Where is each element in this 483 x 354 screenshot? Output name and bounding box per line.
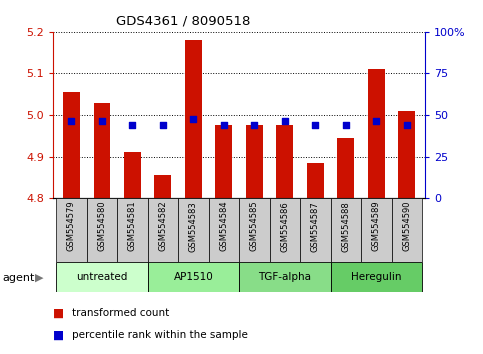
- Point: [68, 119, 75, 124]
- Text: GSM554580: GSM554580: [98, 201, 106, 251]
- Text: GSM554589: GSM554589: [372, 201, 381, 251]
- Text: GSM554584: GSM554584: [219, 201, 228, 251]
- Text: agent: agent: [2, 273, 35, 283]
- Point: [312, 122, 319, 128]
- Text: transformed count: transformed count: [72, 308, 170, 318]
- Bar: [56, 262, 148, 292]
- Text: AP1510: AP1510: [173, 272, 213, 282]
- Bar: [307, 163, 324, 198]
- Text: untreated: untreated: [76, 272, 128, 282]
- Point: [403, 122, 411, 128]
- Point: [159, 122, 167, 128]
- Bar: [124, 153, 141, 198]
- Bar: [246, 125, 263, 198]
- Bar: [148, 262, 239, 292]
- Bar: [361, 198, 392, 262]
- Text: percentile rank within the sample: percentile rank within the sample: [72, 330, 248, 340]
- Bar: [155, 175, 171, 198]
- Bar: [56, 198, 86, 262]
- Bar: [330, 198, 361, 262]
- Text: ■: ■: [53, 329, 64, 342]
- Text: GSM554581: GSM554581: [128, 201, 137, 251]
- Point: [372, 119, 380, 124]
- Text: GSM554579: GSM554579: [67, 201, 76, 251]
- Bar: [398, 111, 415, 198]
- Bar: [276, 125, 293, 198]
- Text: ▶: ▶: [35, 273, 43, 283]
- Bar: [392, 198, 422, 262]
- Text: GSM554585: GSM554585: [250, 201, 259, 251]
- Bar: [368, 69, 384, 198]
- Point: [281, 119, 289, 124]
- Text: GSM554582: GSM554582: [158, 201, 168, 251]
- Bar: [239, 198, 270, 262]
- Bar: [185, 40, 202, 198]
- Text: GSM554590: GSM554590: [402, 201, 411, 251]
- Bar: [209, 198, 239, 262]
- Text: GSM554588: GSM554588: [341, 201, 350, 252]
- Bar: [94, 103, 110, 198]
- Bar: [86, 198, 117, 262]
- Point: [251, 122, 258, 128]
- Point: [220, 122, 227, 128]
- Bar: [330, 262, 422, 292]
- Bar: [239, 262, 330, 292]
- Text: Heregulin: Heregulin: [351, 272, 401, 282]
- Text: GSM554586: GSM554586: [280, 201, 289, 252]
- Point: [128, 122, 136, 128]
- Text: GSM554583: GSM554583: [189, 201, 198, 252]
- Bar: [338, 138, 354, 198]
- Point: [342, 122, 350, 128]
- Bar: [215, 125, 232, 198]
- Text: GDS4361 / 8090518: GDS4361 / 8090518: [116, 14, 251, 27]
- Bar: [270, 198, 300, 262]
- Bar: [63, 92, 80, 198]
- Text: GSM554587: GSM554587: [311, 201, 320, 252]
- Bar: [300, 198, 330, 262]
- Text: TGF-alpha: TGF-alpha: [258, 272, 312, 282]
- Bar: [178, 198, 209, 262]
- Point: [98, 119, 106, 124]
- Bar: [117, 198, 148, 262]
- Point: [189, 116, 197, 122]
- Text: ■: ■: [53, 307, 64, 320]
- Bar: [148, 198, 178, 262]
